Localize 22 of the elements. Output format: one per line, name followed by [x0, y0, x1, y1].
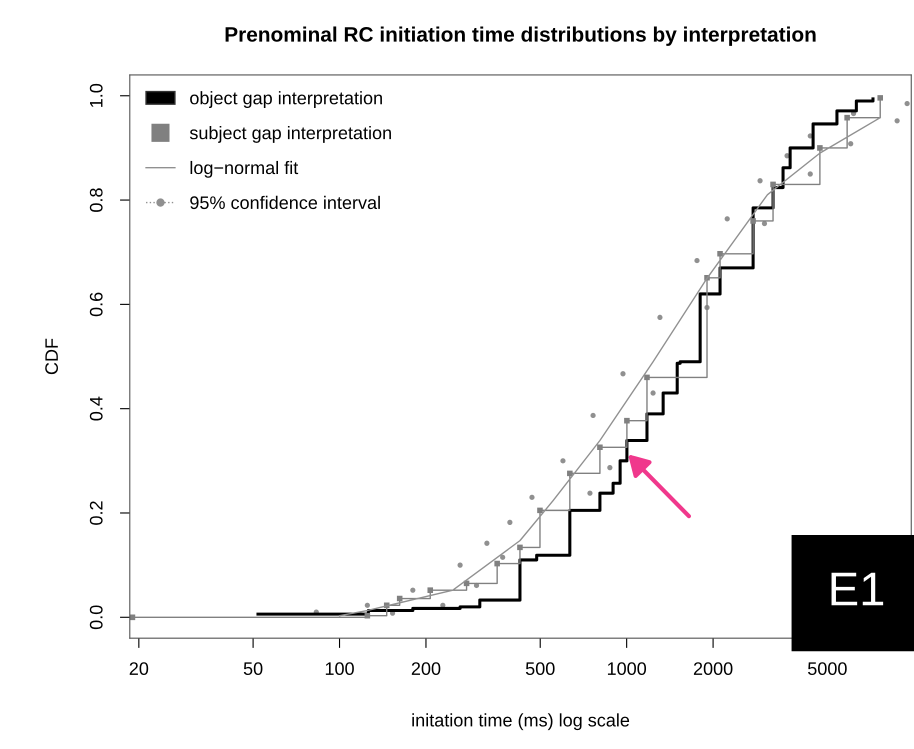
x-tick-label: 5000 — [808, 662, 847, 676]
y-axis-title: CDF — [45, 338, 58, 374]
legend-label: object gap interpretation — [190, 91, 382, 108]
legend-label: subject gap interpretation — [190, 126, 391, 143]
legend-label: 95% confidence interval — [190, 196, 380, 210]
annotation: E1 — [832, 572, 884, 606]
x-tick-label: 200 — [412, 662, 440, 676]
y-tick-label: 0.8 — [90, 188, 103, 212]
x-tick-label: 20 — [130, 662, 148, 676]
y-tick-label: 0.2 — [90, 501, 103, 525]
legend-label: log−normal fit — [190, 160, 298, 178]
y-tick-label: 1.0 — [90, 84, 103, 107]
x-tick-label: 500 — [526, 662, 555, 676]
x-tick-label: 2000 — [694, 662, 732, 676]
y-tick-label: 0.6 — [90, 292, 103, 316]
y-tick-label: 0.4 — [90, 396, 103, 421]
x-axis-title: initation time (ms) log scale — [412, 713, 630, 730]
y-tick-label: 0.0 — [90, 605, 103, 630]
x-tick-label: 1000 — [608, 662, 646, 676]
x-tick-label: 50 — [244, 662, 262, 676]
chart-title: Prenominal RC initiation time distributions by interpretation — [226, 26, 816, 46]
x-tick-label: 100 — [326, 662, 354, 676]
